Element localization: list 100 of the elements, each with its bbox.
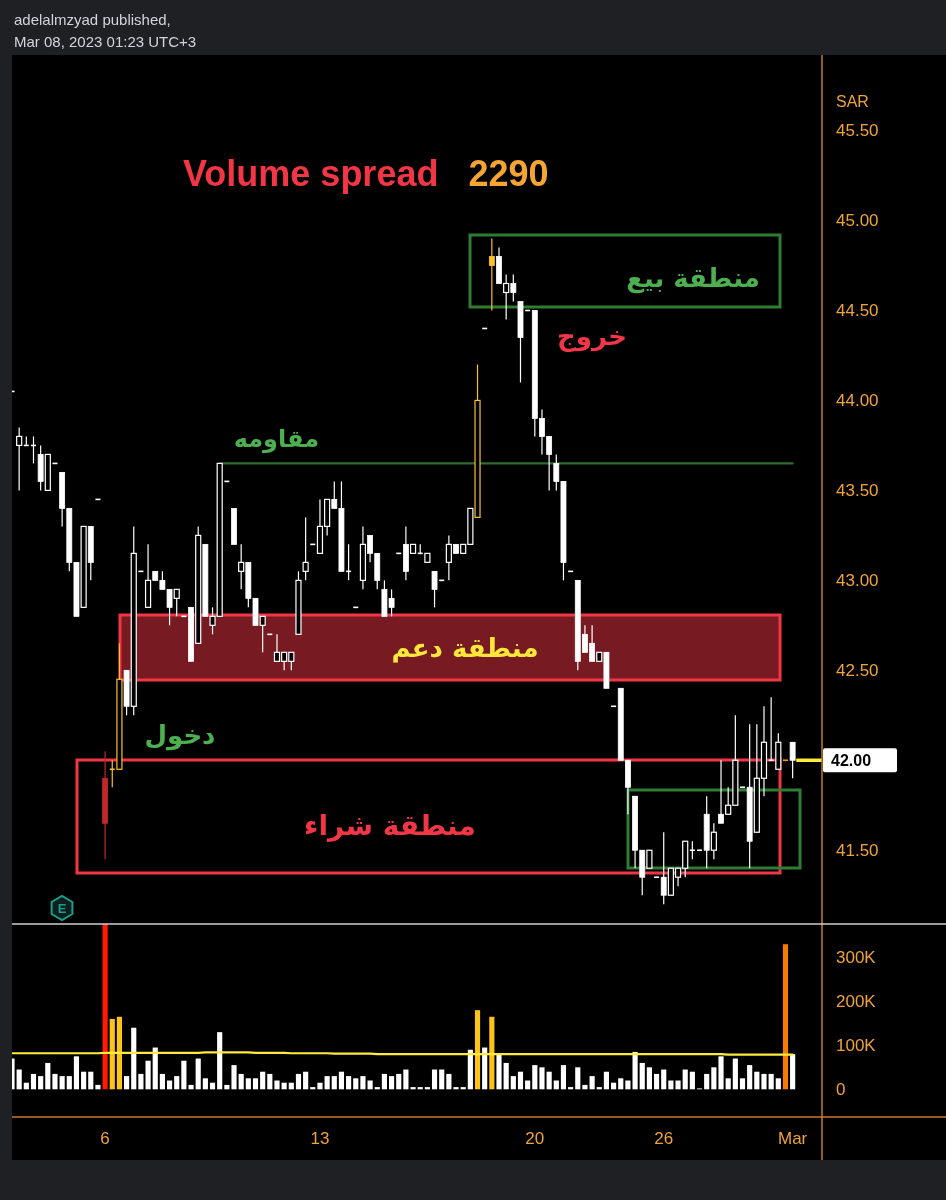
bar	[739, 1078, 746, 1090]
bar	[45, 1062, 51, 1090]
bar	[517, 1071, 524, 1090]
bar	[59, 1076, 65, 1090]
bar	[410, 1087, 416, 1090]
y-tick-label: 200K	[836, 991, 877, 1011]
x-tick-label: Mar	[778, 1128, 808, 1148]
y-tick-label: 300K	[836, 947, 877, 967]
bar	[582, 1084, 588, 1090]
y-tick-label: 43.50	[836, 480, 879, 500]
bar	[689, 1071, 695, 1090]
bar	[618, 1078, 624, 1090]
x-tick-label: 20	[525, 1128, 545, 1148]
y-tick-label: 44.00	[836, 390, 879, 410]
bar	[195, 1058, 201, 1090]
bar	[310, 1087, 316, 1090]
bar	[260, 1071, 266, 1090]
bar	[88, 1071, 94, 1090]
bar	[389, 1076, 395, 1090]
annotation: خروج	[557, 321, 627, 352]
bar	[632, 1051, 638, 1090]
bar	[782, 944, 789, 1090]
x-tick-label: 6	[100, 1128, 110, 1148]
series-label: مقاومه	[233, 425, 320, 454]
bar	[274, 1080, 280, 1090]
bar	[790, 1054, 796, 1090]
bar	[682, 1069, 688, 1090]
bar	[124, 1076, 130, 1090]
bar	[560, 1065, 567, 1090]
bar	[417, 1087, 423, 1090]
bar	[267, 1073, 273, 1090]
bar	[675, 1080, 681, 1090]
y-axis-title: SAR	[836, 92, 869, 110]
annotation: دخول	[144, 720, 216, 751]
bar	[575, 1067, 581, 1090]
bar	[295, 1073, 302, 1090]
bar	[639, 1062, 645, 1090]
bar	[546, 1071, 552, 1090]
bar	[303, 1071, 309, 1090]
y-tick-label: 0	[836, 1079, 846, 1099]
y-tick-label: 44.50	[836, 300, 879, 320]
bar	[467, 1049, 473, 1090]
bar	[396, 1073, 402, 1090]
annotation: E	[57, 900, 67, 916]
bar	[174, 1076, 180, 1090]
y-tick-label: 100K	[836, 1035, 877, 1055]
bar	[245, 1078, 251, 1090]
bar	[38, 1076, 44, 1090]
bar	[381, 1073, 387, 1090]
bar	[138, 1073, 144, 1090]
bar	[81, 1071, 87, 1090]
bar	[331, 1076, 337, 1090]
bar	[596, 1087, 602, 1090]
bar	[539, 1067, 545, 1090]
bar	[116, 1016, 123, 1090]
bar	[603, 1071, 610, 1090]
bar	[532, 1065, 538, 1090]
x-tick-label: 13	[310, 1128, 330, 1148]
text: 2290	[468, 153, 549, 194]
bar	[661, 1069, 667, 1090]
bar	[482, 1047, 488, 1090]
bar	[52, 1073, 58, 1090]
bar	[711, 1067, 717, 1090]
bar	[346, 1076, 352, 1090]
bar	[503, 1062, 509, 1090]
y-tick-label: 45.50	[836, 121, 879, 141]
annotation: منطقة شراء	[304, 808, 476, 842]
bar	[489, 1016, 495, 1090]
bar	[747, 1065, 753, 1090]
bar	[403, 1069, 409, 1090]
bar	[231, 1065, 237, 1090]
bar	[360, 1076, 366, 1090]
bar	[718, 1056, 724, 1090]
bar	[152, 1047, 158, 1090]
bar	[460, 1087, 466, 1090]
bar	[589, 1076, 595, 1090]
bar	[424, 1087, 430, 1090]
bar	[568, 1087, 574, 1090]
bar	[646, 1067, 652, 1090]
bar	[474, 1010, 481, 1090]
bar	[217, 1032, 223, 1090]
x-tick-label: 26	[654, 1128, 674, 1148]
bar	[338, 1071, 345, 1090]
bar	[188, 1084, 194, 1090]
bar	[16, 1069, 22, 1090]
bar	[374, 1087, 380, 1090]
y-tick-label: 43.00	[836, 570, 879, 590]
y-tick-label: 42.50	[836, 660, 879, 680]
annotation: منطقة بيع	[626, 263, 760, 294]
text: Mar 08, 2023 01:23 UTC+3	[14, 32, 197, 50]
bar	[446, 1073, 452, 1090]
bar	[775, 1078, 781, 1090]
bar	[102, 924, 108, 1090]
text: adelalmzyad published,	[14, 10, 171, 28]
bar	[704, 1073, 710, 1090]
bar	[317, 1082, 323, 1090]
bar	[754, 1071, 760, 1090]
bar	[761, 1073, 767, 1090]
bar	[202, 1078, 208, 1090]
ref-line-label: 42.00	[831, 751, 872, 769]
